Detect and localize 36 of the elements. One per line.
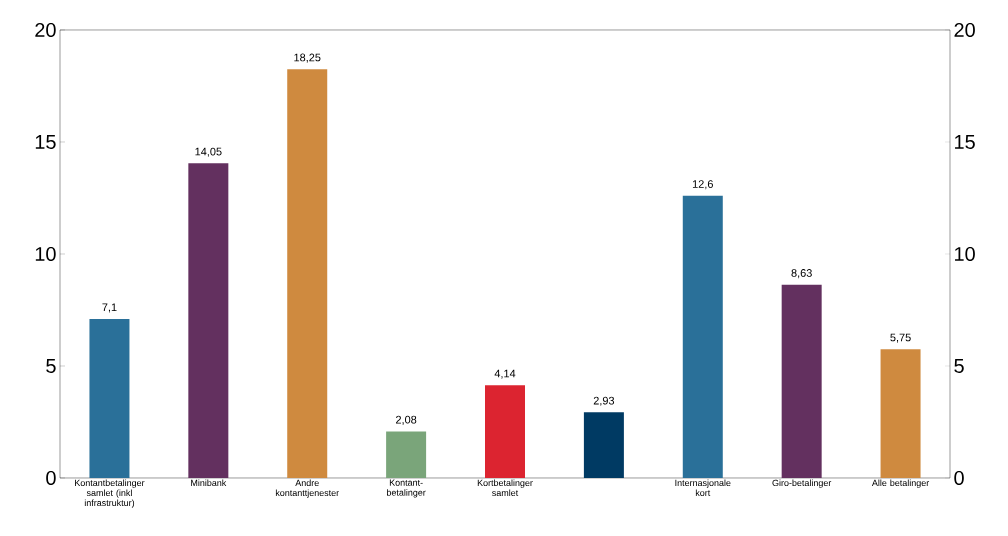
y-tick-label: 0 <box>46 470 56 486</box>
data-label: 2,93 <box>593 396 615 406</box>
bar <box>188 163 229 478</box>
data-label: 5,75 <box>890 333 911 343</box>
y2-tick-label: 20 <box>954 22 975 38</box>
bar <box>781 284 822 478</box>
data-label: 7,1 <box>102 303 117 313</box>
x-tick-label: Internasjonale kort <box>675 479 731 497</box>
data-label: 18,25 <box>294 53 321 63</box>
bar <box>89 318 130 478</box>
bar <box>287 69 328 478</box>
bar <box>880 349 921 478</box>
y-tick-label: 10 <box>35 246 56 262</box>
y-tick-label: 5 <box>46 359 56 373</box>
bar <box>682 195 723 478</box>
x-tick-label: Andre kontanttjenester <box>275 479 339 498</box>
x-tick-label: Kontantbetalinger samlet (inkl infrastruktur) <box>75 479 145 508</box>
x-tick-label: Kontant-betalinger <box>387 479 426 498</box>
x-tick-label: Kortbetalinger samlet <box>477 479 533 497</box>
data-label: 2,08 <box>396 415 417 425</box>
bar <box>485 385 525 478</box>
y2-tick-label: 15 <box>955 135 975 149</box>
y2-tick-label: 10 <box>955 246 975 262</box>
data-label: 14,05 <box>195 147 222 157</box>
y-tick-label: 15 <box>35 135 56 149</box>
x-tick-label: Giro-betalinger <box>772 479 832 488</box>
data-label: 4,14 <box>494 369 516 379</box>
x-tick-label: Minibank <box>191 479 227 487</box>
y-tick-label: 20 <box>35 22 56 38</box>
x-tick-label: Alle betalinger <box>871 479 930 488</box>
y2-tick-label: 5 <box>954 359 964 373</box>
bar <box>583 412 624 478</box>
bar <box>386 431 427 478</box>
y2-tick-label: 0 <box>954 470 964 486</box>
data-label: 12,6 <box>692 180 713 190</box>
data-label: 8,63 <box>791 269 812 279</box>
